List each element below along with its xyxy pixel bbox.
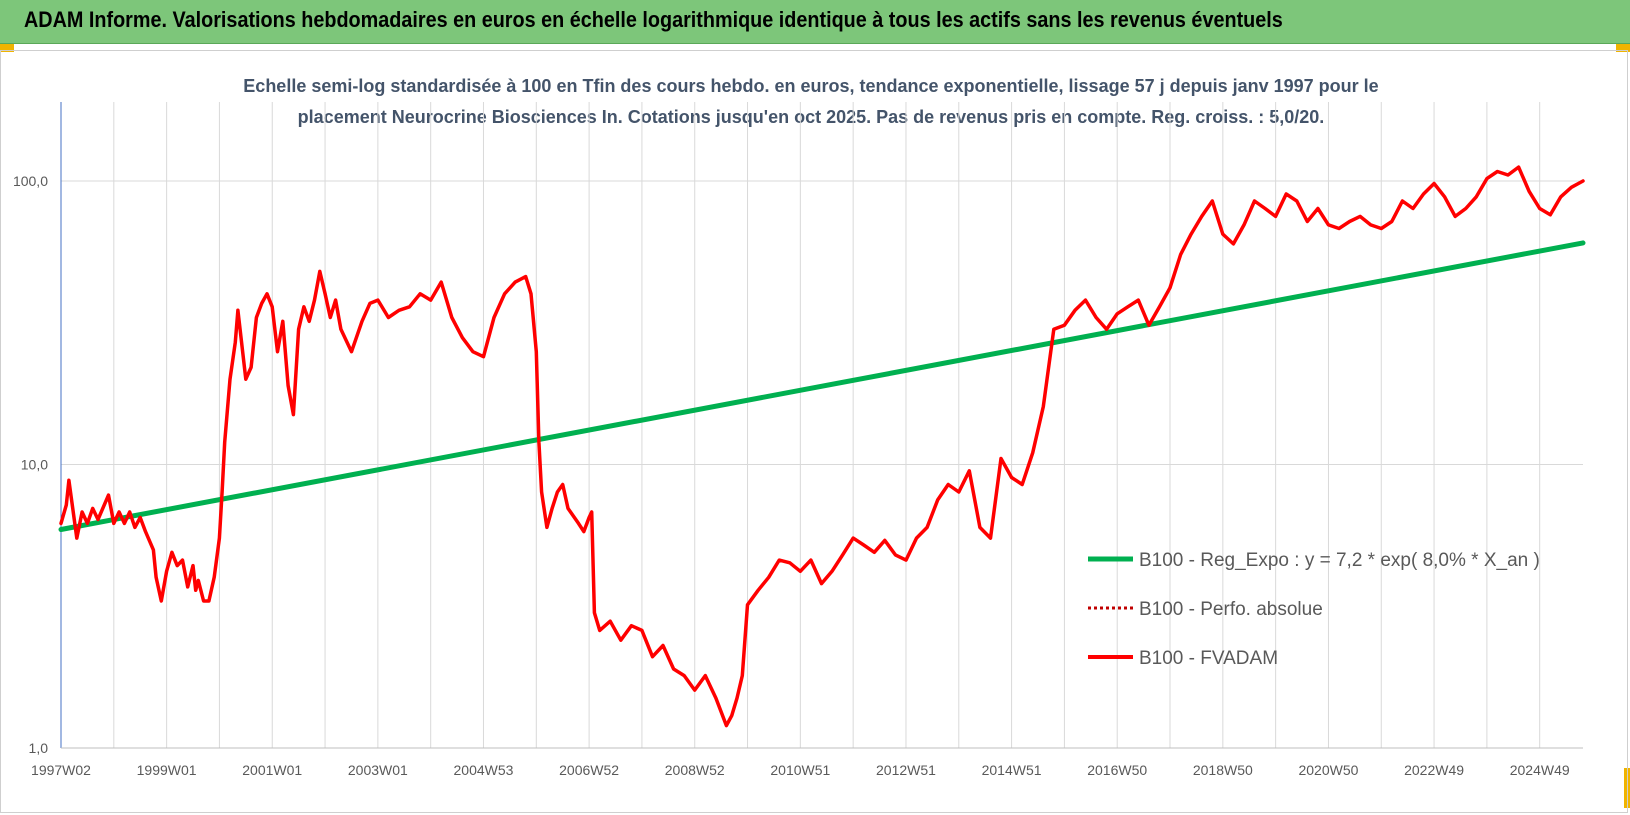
chart-subtitle-line: Echelle semi-log standardisée à 100 en T… [243, 76, 1378, 96]
x-tick-label: 1997W02 [31, 762, 91, 778]
x-tick-label: 2024W49 [1510, 762, 1570, 778]
x-tick-label: 2006W52 [559, 762, 619, 778]
x-tick-label: 2004W53 [454, 762, 514, 778]
legend-label: B100 - Reg_Expo : y = 7,2 * exp( 8,0% * … [1139, 550, 1540, 571]
chart-series [58, 165, 1586, 728]
x-tick-label: 2022W49 [1404, 762, 1464, 778]
x-axis-ticks: 1997W02 1999W01 2001W01 2003W01 2004W53 2006W… [31, 762, 1570, 778]
header-bar: ADAM Informe. Valorisations hebdomadaire… [0, 0, 1630, 44]
chart-frame [0, 50, 1628, 813]
y-tick-label: 1,0 [29, 740, 49, 756]
chart-subtitle: Echelle semi-log standardisée à 100 en T… [243, 76, 1378, 127]
x-tick-label: 2010W51 [770, 762, 830, 778]
chart-legend: B100 - Reg_Expo : y = 7,2 * exp( 8,0% * … [1088, 550, 1540, 669]
x-tick-label: 2014W51 [982, 762, 1042, 778]
legend-label: B100 - FVADAM [1139, 648, 1278, 669]
legend-label: B100 - Perfo. absolue [1139, 599, 1323, 620]
x-tick-label: 2003W01 [348, 762, 408, 778]
x-tick-label: 2012W51 [876, 762, 936, 778]
series-fvadam-line [59, 165, 1585, 728]
y-tick-label: 100,0 [13, 173, 48, 189]
corner-marker-right [1616, 44, 1630, 52]
chart-grid [60, 102, 1583, 749]
series-regression-line [58, 240, 1586, 532]
x-tick-label: 2018W50 [1193, 762, 1253, 778]
chart-subtitle-line: placement Neurocrine Biosciences In. Cot… [298, 107, 1325, 127]
y-tick-label: 10,0 [21, 457, 48, 473]
x-tick-label: 2008W52 [665, 762, 725, 778]
y-axis-ticks: 1,0 10,0 100,0 [13, 173, 48, 756]
corner-marker-left [0, 44, 14, 52]
x-tick-label: 1999W01 [137, 762, 197, 778]
x-tick-label: 2016W50 [1087, 762, 1147, 778]
x-tick-label: 2001W01 [242, 762, 302, 778]
page-title: ADAM Informe. Valorisations hebdomadaire… [24, 7, 1283, 32]
chart-axes [60, 102, 1583, 749]
x-tick-label: 2020W50 [1298, 762, 1358, 778]
